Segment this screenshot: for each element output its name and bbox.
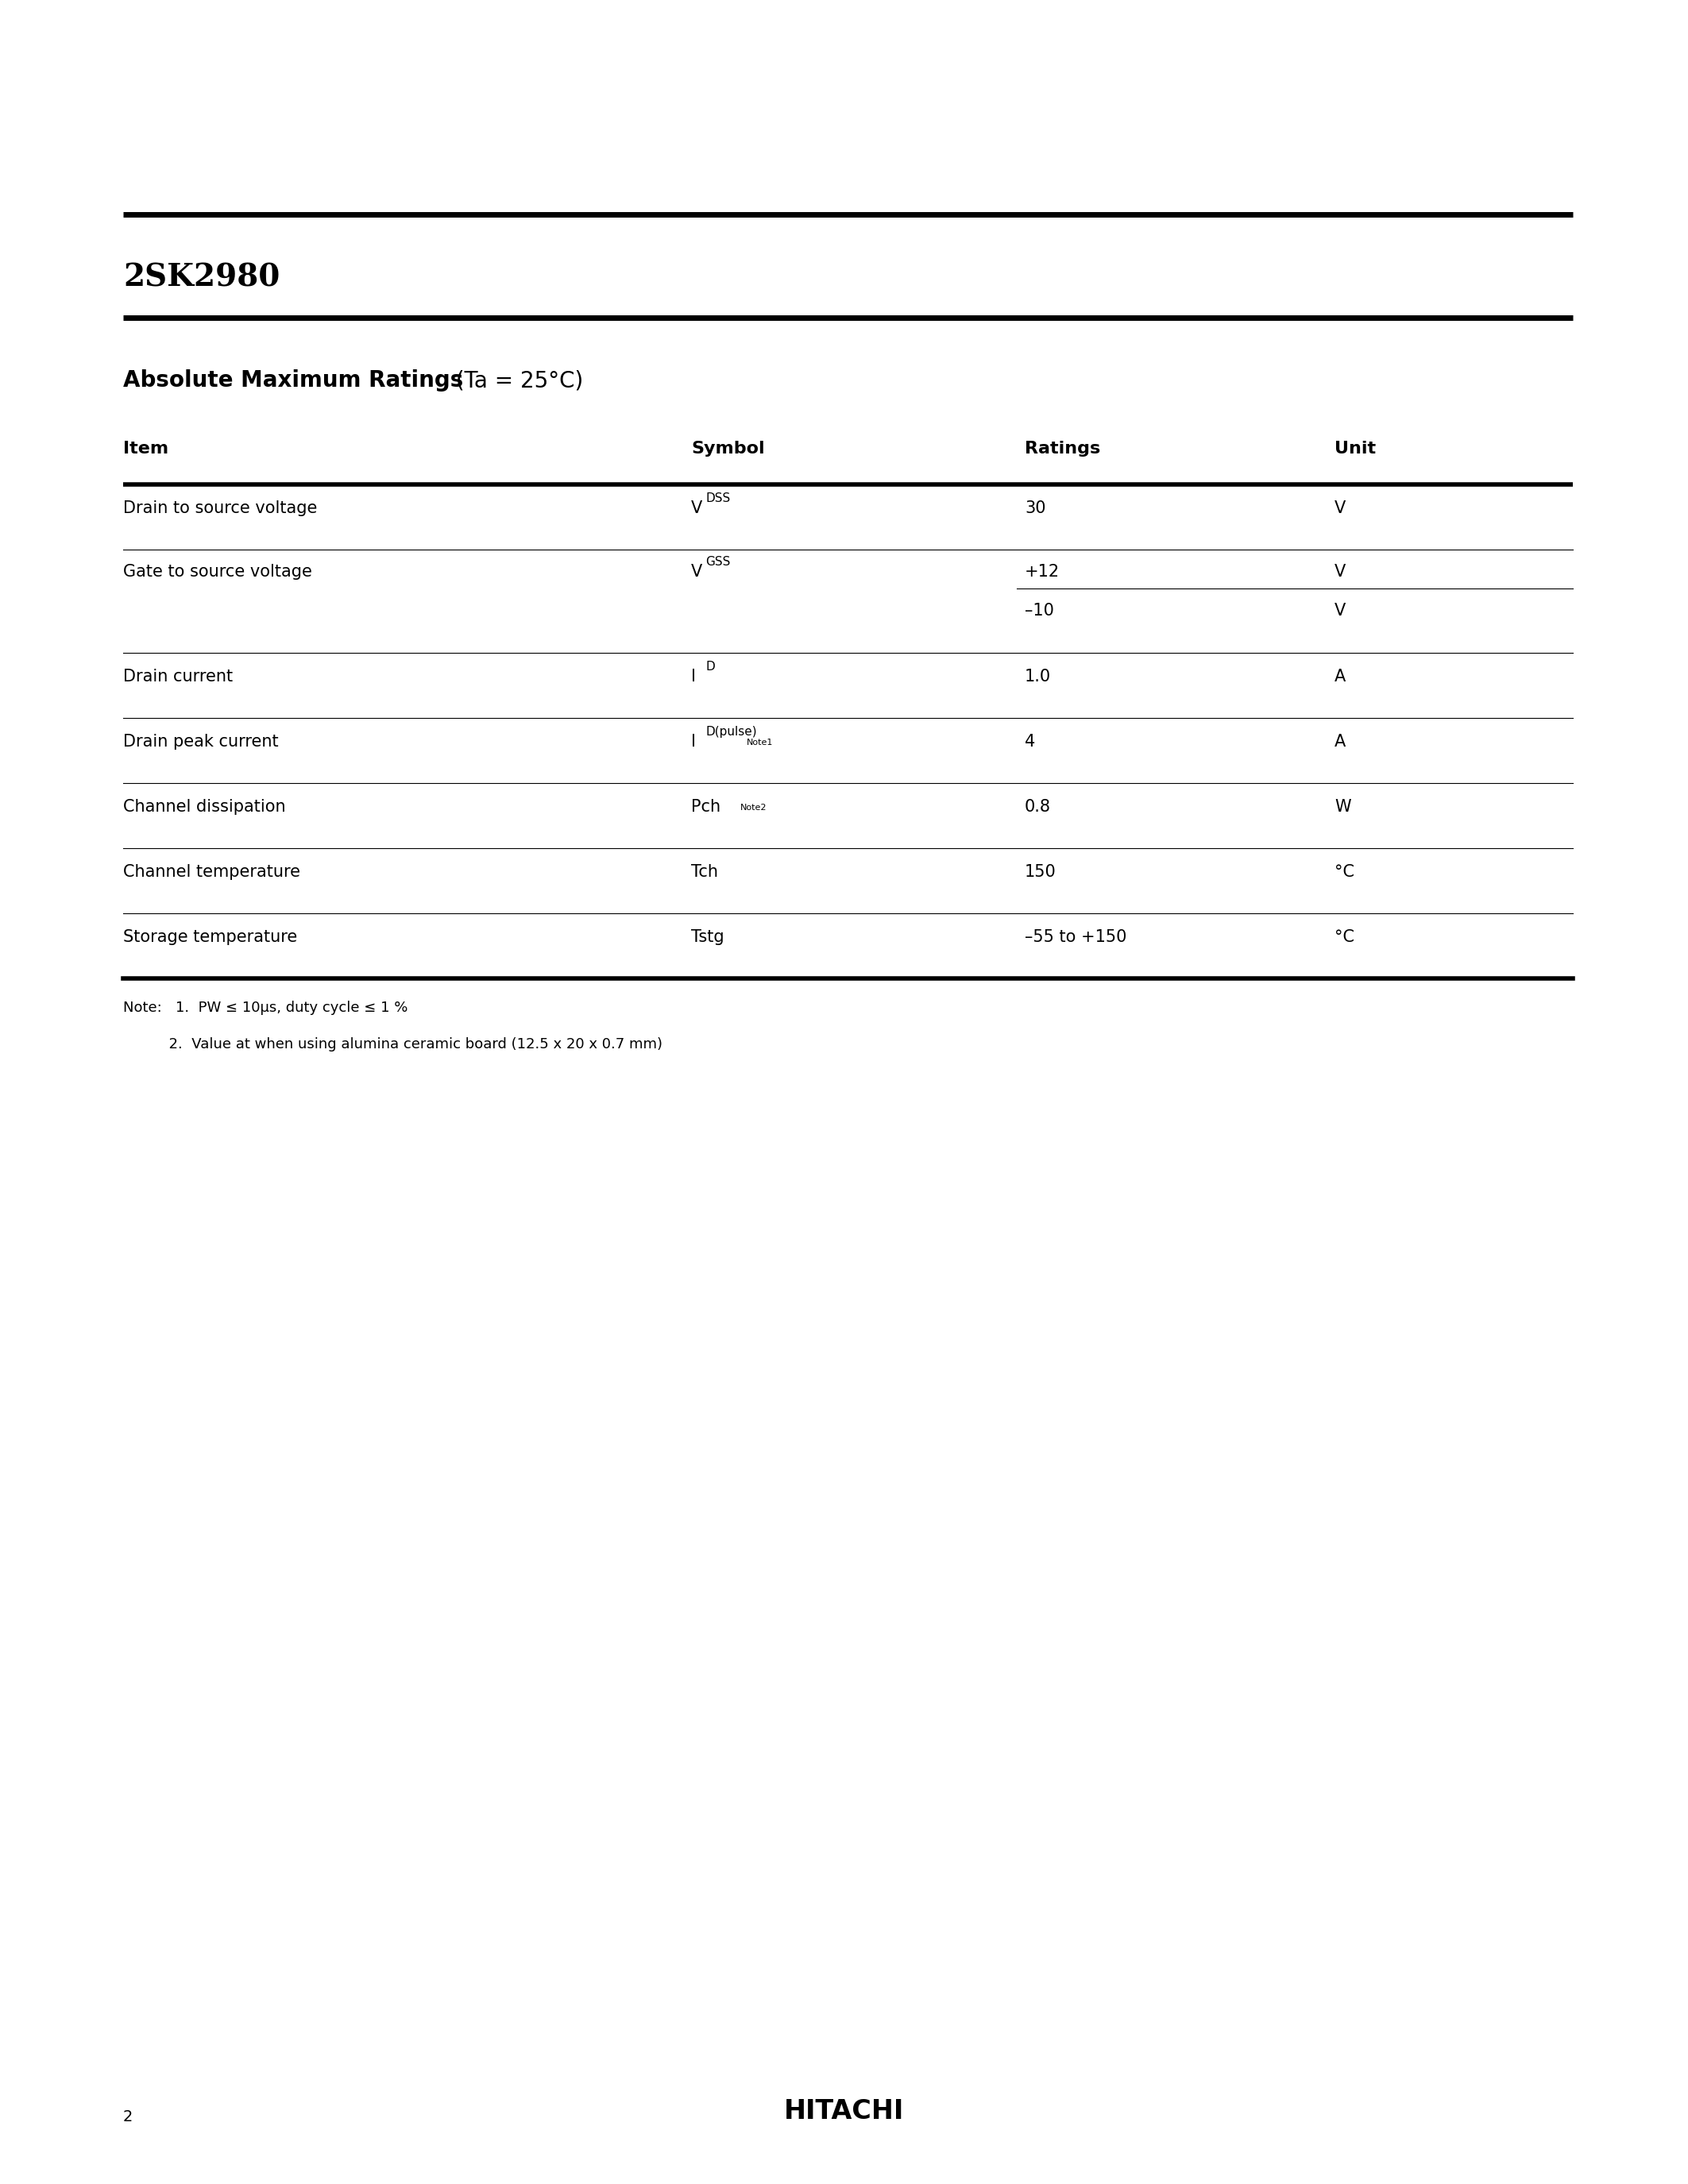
Text: D(pulse): D(pulse) [706,725,756,738]
Text: Ratings: Ratings [1025,441,1101,456]
Text: HITACHI: HITACHI [783,2099,905,2125]
Text: 0.8: 0.8 [1025,799,1052,815]
Text: °C: °C [1335,928,1354,946]
Text: +12: +12 [1025,563,1060,579]
Text: Item: Item [123,441,169,456]
Text: Symbol: Symbol [690,441,765,456]
Text: 2SK2980: 2SK2980 [123,262,280,293]
Text: 1.0: 1.0 [1025,668,1052,684]
Text: D: D [706,662,714,673]
Text: Drain peak current: Drain peak current [123,734,279,749]
Text: V: V [1335,500,1345,515]
Text: A: A [1335,668,1345,684]
Text: I: I [690,734,695,749]
Text: Absolute Maximum Ratings: Absolute Maximum Ratings [123,369,463,391]
Text: 2: 2 [123,2110,133,2125]
Text: Note2: Note2 [741,804,766,812]
Text: V: V [690,500,702,515]
Text: 4: 4 [1025,734,1035,749]
Text: I: I [690,668,695,684]
Text: Tstg: Tstg [690,928,724,946]
Text: Unit: Unit [1335,441,1376,456]
Text: V: V [1335,603,1345,618]
Text: Drain current: Drain current [123,668,233,684]
Text: V: V [1335,563,1345,579]
Text: GSS: GSS [706,557,731,568]
Text: °C: °C [1335,865,1354,880]
Text: Drain to source voltage: Drain to source voltage [123,500,317,515]
Text: A: A [1335,734,1345,749]
Text: W: W [1335,799,1350,815]
Text: Channel temperature: Channel temperature [123,865,300,880]
Text: Note:   1.  PW ≤ 10μs, duty cycle ≤ 1 %: Note: 1. PW ≤ 10μs, duty cycle ≤ 1 % [123,1000,408,1016]
Text: Storage temperature: Storage temperature [123,928,297,946]
Text: DSS: DSS [706,491,731,505]
Text: Channel dissipation: Channel dissipation [123,799,285,815]
Text: Pch: Pch [690,799,721,815]
Text: (Ta = 25°C): (Ta = 25°C) [449,369,584,391]
Text: 150: 150 [1025,865,1057,880]
Text: –55 to +150: –55 to +150 [1025,928,1126,946]
Text: Gate to source voltage: Gate to source voltage [123,563,312,579]
Text: Note1: Note1 [746,738,773,747]
Text: Tch: Tch [690,865,717,880]
Text: –10: –10 [1025,603,1053,618]
Text: V: V [690,563,702,579]
Text: 2.  Value at when using alumina ceramic board (12.5 x 20 x 0.7 mm): 2. Value at when using alumina ceramic b… [123,1037,662,1051]
Text: 30: 30 [1025,500,1047,515]
